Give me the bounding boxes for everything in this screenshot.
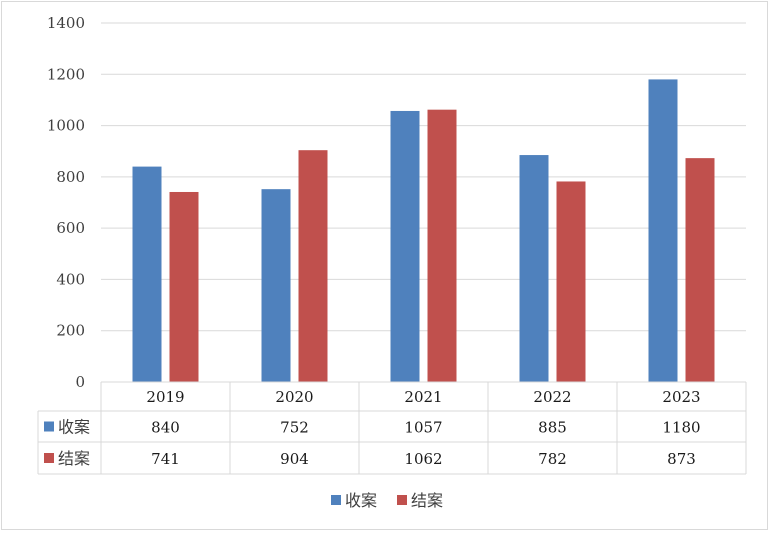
bar-received-2022 [519,155,549,382]
table-row-label: 收案 [58,418,90,437]
y-tick-label: 1400 [47,14,85,32]
bar-closed-2019 [169,191,199,382]
y-tick-label: 1200 [47,65,85,83]
x-tick-label: 2022 [533,388,571,406]
table-cell: 1180 [662,419,700,437]
table-cell: 873 [667,450,696,468]
bar-closed-2020 [298,150,328,382]
y-tick-label: 200 [56,322,85,340]
legend: 收案 结案 [331,491,443,510]
data-table: 2019 2020 2021 2022 2023 收案 840 752 1057 885 1180 结… [37,381,747,475]
y-tick-label: 0 [75,373,85,391]
table-cell: 752 [280,419,309,437]
bar-closed-2023 [685,158,715,382]
legend-label: 结案 [411,491,443,510]
bars [132,79,715,383]
bar-closed-2022 [556,181,586,382]
legend-key [397,495,407,505]
legend-label: 收案 [345,491,377,510]
bar-closed-2021 [427,109,457,383]
table-cell: 782 [538,450,567,468]
x-tick-label: 2023 [662,388,700,406]
table-legend-key [44,453,54,463]
bar-received-2023 [648,79,678,383]
bar-received-2021 [390,110,420,382]
x-tick-label: 2020 [275,388,313,406]
y-axis-ticks: 0 200 400 600 800 1000 1200 1400 [47,14,85,391]
table-cell: 904 [280,450,309,468]
y-tick-label: 600 [56,219,85,237]
y-tick-label: 800 [56,168,85,186]
table-cell: 1057 [404,419,442,437]
table-cell: 885 [538,419,567,437]
table-cell: 741 [151,450,180,468]
legend-key [331,495,341,505]
x-tick-label: 2021 [404,388,442,406]
bar-received-2019 [132,166,162,382]
table-legend-key [44,421,54,432]
y-tick-label: 400 [56,270,85,288]
y-tick-label: 1000 [47,117,85,135]
table-row-label: 结案 [58,449,90,468]
x-tick-label: 2019 [146,388,184,406]
table-cell: 1062 [404,450,442,468]
table-cell: 840 [151,419,180,437]
bar-received-2020 [261,189,291,382]
